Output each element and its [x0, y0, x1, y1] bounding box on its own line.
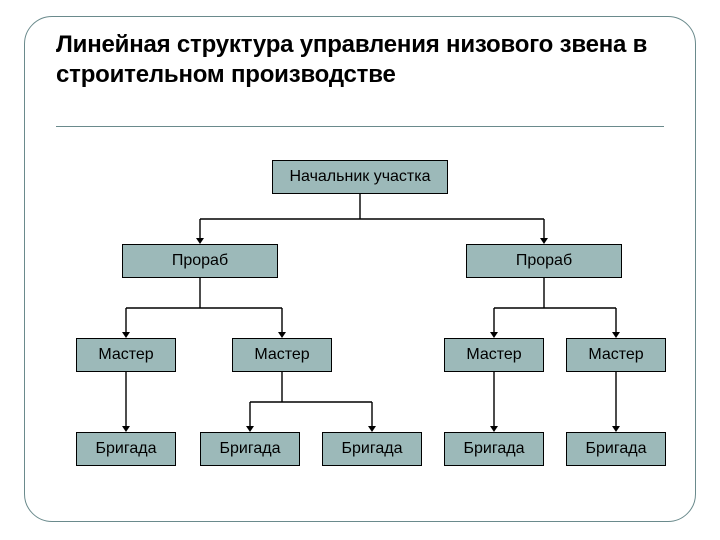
node-brig1: Бригада	[76, 432, 176, 466]
node-brig3: Бригада	[322, 432, 422, 466]
node-brig2: Бригада	[200, 432, 300, 466]
node-master3: Мастер	[444, 338, 544, 372]
page-title: Линейная структура управления низового з…	[56, 30, 656, 90]
node-master4: Мастер	[566, 338, 666, 372]
title-underline	[56, 126, 664, 127]
node-prorab2: Прораб	[466, 244, 622, 278]
node-master1: Мастер	[76, 338, 176, 372]
node-chief: Начальник участка	[272, 160, 448, 194]
node-brig4: Бригада	[444, 432, 544, 466]
node-prorab1: Прораб	[122, 244, 278, 278]
node-master2: Мастер	[232, 338, 332, 372]
node-brig5: Бригада	[566, 432, 666, 466]
